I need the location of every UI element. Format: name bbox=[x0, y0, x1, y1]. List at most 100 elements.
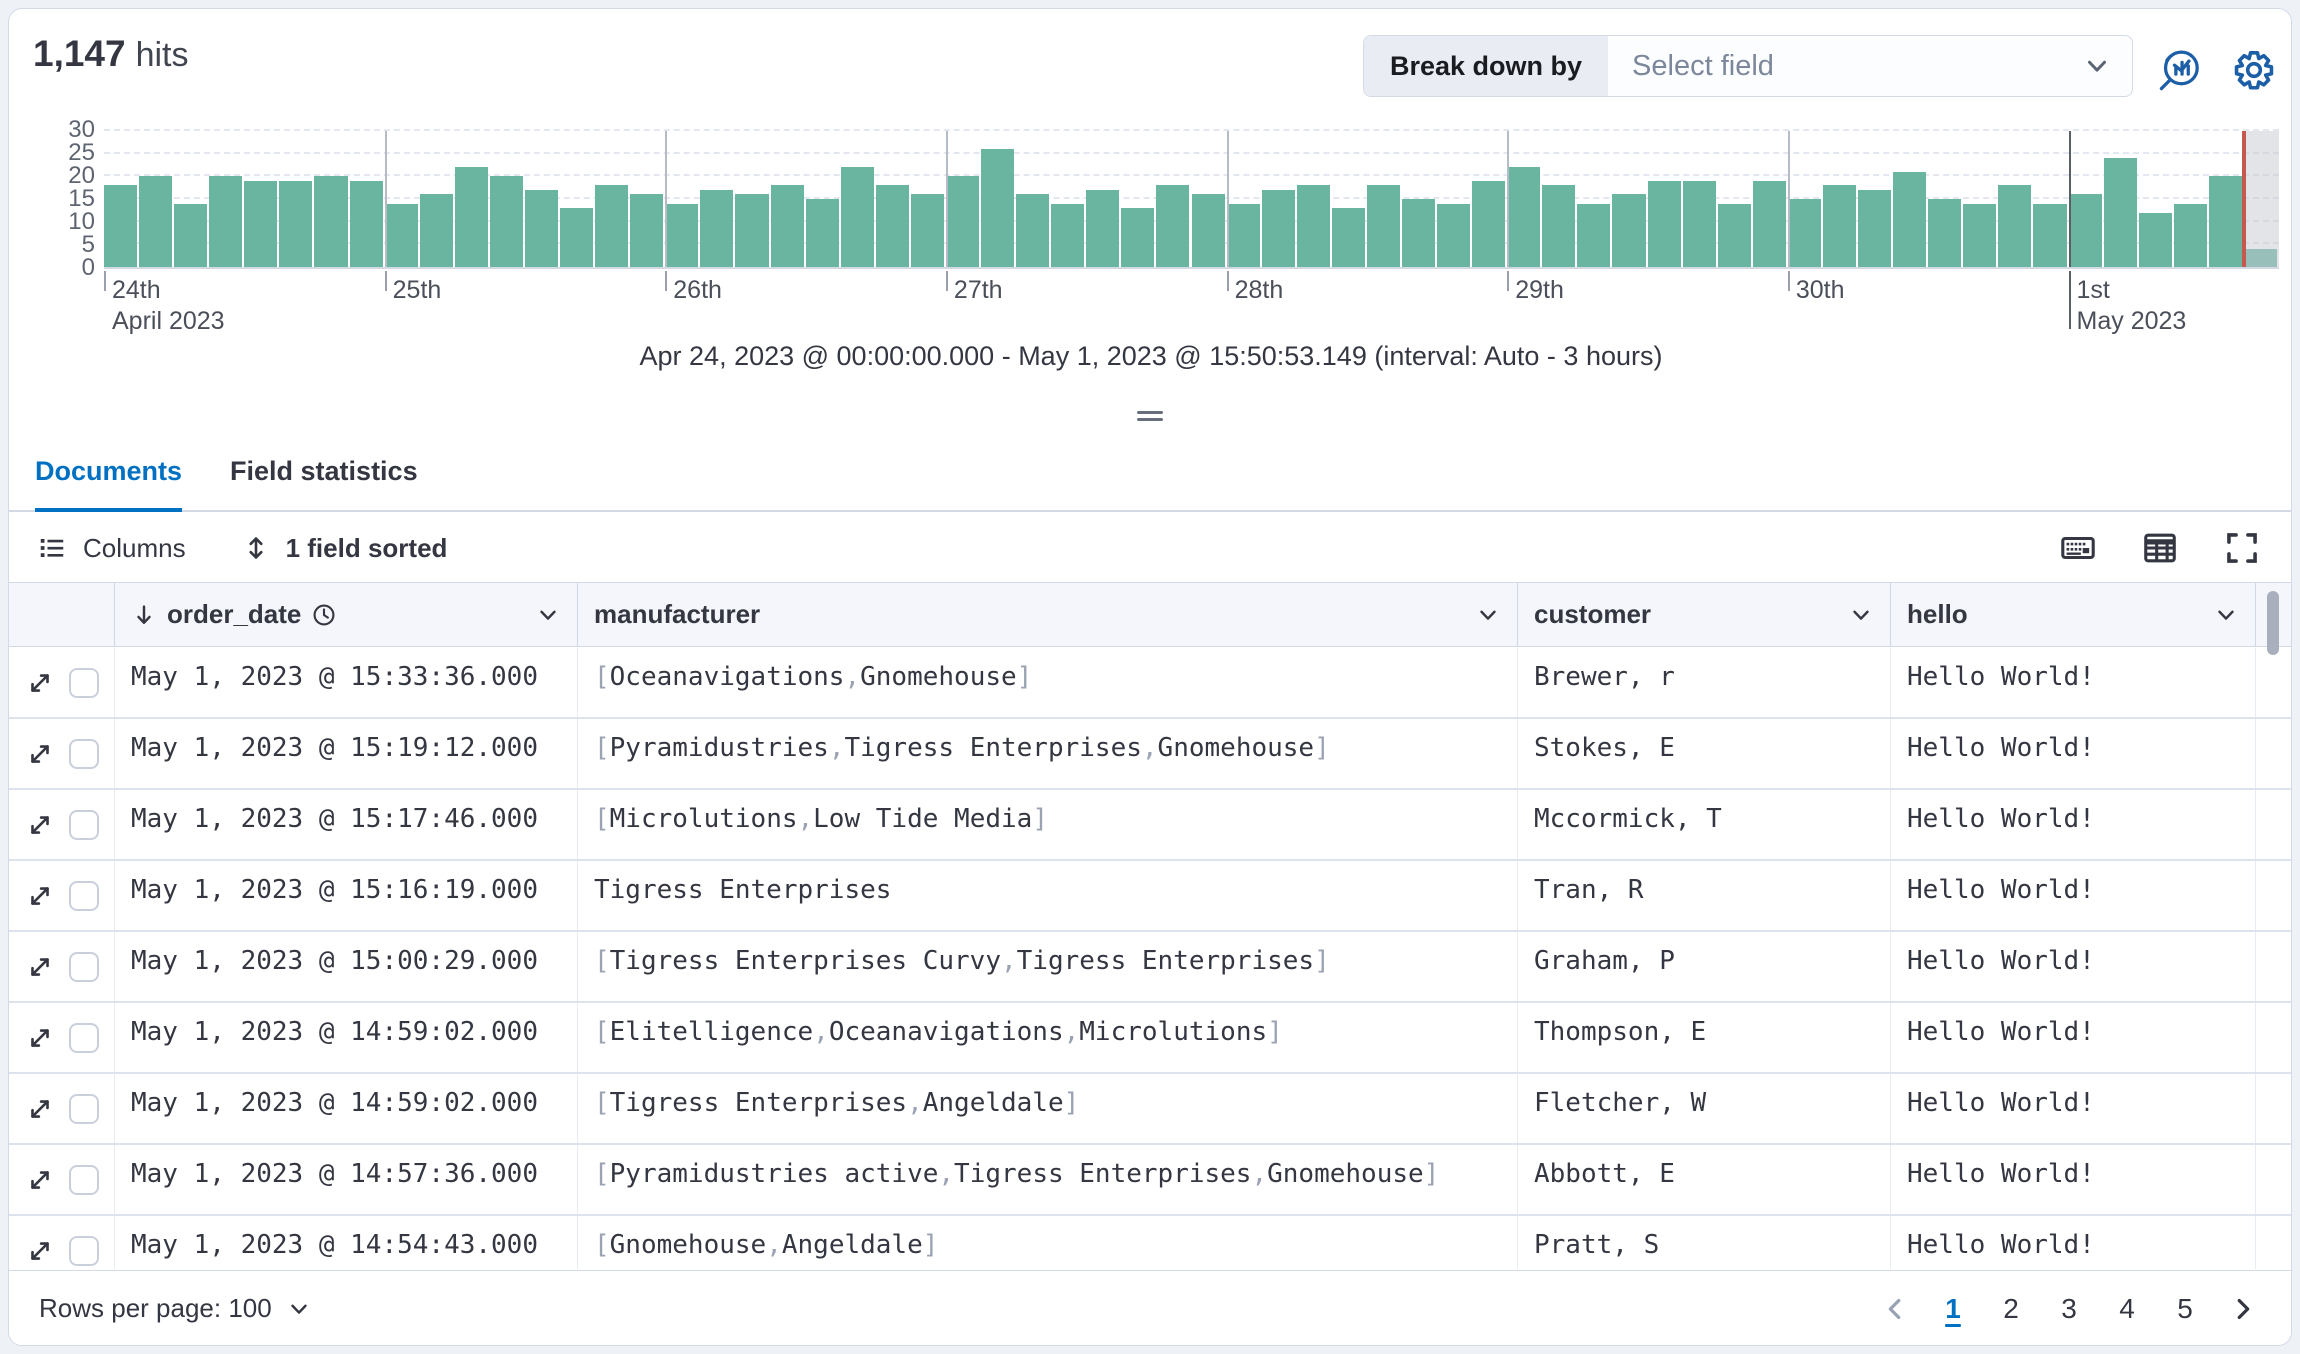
histogram-bar[interactable] bbox=[2103, 158, 2137, 267]
histogram-bar[interactable] bbox=[1612, 194, 1646, 267]
histogram-bar[interactable] bbox=[2033, 203, 2067, 267]
row-checkbox[interactable] bbox=[69, 1235, 99, 1266]
histogram-bar[interactable] bbox=[1016, 194, 1050, 267]
column-header-hello[interactable]: hello bbox=[1891, 583, 2256, 646]
histogram-bar[interactable] bbox=[489, 176, 523, 267]
histogram-bar[interactable] bbox=[1086, 189, 1120, 267]
row-checkbox[interactable] bbox=[69, 809, 99, 840]
histogram-bar[interactable] bbox=[419, 194, 453, 267]
row-checkbox[interactable] bbox=[69, 738, 99, 769]
histogram-bar[interactable] bbox=[735, 194, 769, 267]
expand-document-icon[interactable] bbox=[25, 810, 55, 840]
histogram-bar[interactable] bbox=[104, 185, 138, 267]
breakdown-select[interactable]: Select field bbox=[1632, 49, 1774, 82]
histogram-bar[interactable] bbox=[1717, 203, 1751, 267]
chart-resize-handle[interactable] bbox=[1137, 407, 1163, 425]
histogram-bar[interactable] bbox=[805, 199, 839, 267]
breakdown-control[interactable]: Break down by Select field bbox=[1363, 35, 2133, 97]
sort-fields-button[interactable]: 1 field sorted bbox=[242, 533, 447, 564]
row-checkbox[interactable] bbox=[69, 1093, 99, 1124]
histogram-bar[interactable] bbox=[454, 167, 488, 267]
histogram-bar[interactable] bbox=[279, 180, 313, 267]
histogram-bar[interactable] bbox=[2173, 203, 2207, 267]
histogram-bar[interactable] bbox=[524, 189, 559, 267]
histogram-bar[interactable] bbox=[209, 176, 243, 267]
histogram-bar[interactable] bbox=[2068, 194, 2102, 267]
histogram-bar[interactable] bbox=[1542, 185, 1576, 267]
histogram-bar[interactable] bbox=[1787, 199, 1821, 267]
chevron-down-icon[interactable] bbox=[1475, 602, 1501, 628]
histogram-bar[interactable] bbox=[244, 180, 278, 267]
histogram-bar[interactable] bbox=[1577, 203, 1611, 267]
expand-document-icon[interactable] bbox=[25, 1023, 55, 1053]
histogram-bar[interactable] bbox=[1858, 189, 1892, 267]
histogram-bar[interactable] bbox=[1893, 171, 1927, 267]
fullscreen-icon[interactable] bbox=[2219, 525, 2265, 571]
histogram-bar[interactable] bbox=[1296, 185, 1330, 267]
row-checkbox[interactable] bbox=[69, 1164, 99, 1195]
chevron-down-icon[interactable] bbox=[1848, 602, 1874, 628]
histogram-bar[interactable] bbox=[1226, 203, 1260, 267]
histogram-bar[interactable] bbox=[981, 149, 1015, 267]
histogram-bar[interactable] bbox=[630, 194, 664, 267]
histogram-bar[interactable] bbox=[384, 203, 418, 267]
expand-document-icon[interactable] bbox=[25, 1236, 55, 1266]
histogram-bar[interactable] bbox=[1051, 203, 1085, 267]
histogram-bar[interactable] bbox=[910, 194, 944, 267]
expand-document-icon[interactable] bbox=[25, 739, 55, 769]
histogram-bar[interactable] bbox=[1261, 189, 1295, 267]
row-checkbox[interactable] bbox=[69, 1022, 99, 1053]
histogram-bar[interactable] bbox=[1191, 194, 1225, 267]
histogram-bar[interactable] bbox=[1647, 180, 1681, 267]
keyboard-icon[interactable] bbox=[2055, 525, 2101, 571]
row-checkbox[interactable] bbox=[69, 880, 99, 911]
explore-data-icon[interactable] bbox=[2157, 47, 2203, 93]
histogram-bar[interactable] bbox=[349, 180, 383, 267]
histogram-bar[interactable] bbox=[2208, 176, 2242, 267]
histogram-bar[interactable] bbox=[1822, 185, 1857, 267]
histogram-plot[interactable] bbox=[104, 129, 2279, 269]
histogram-bar[interactable] bbox=[1401, 199, 1436, 267]
page-button-1[interactable]: 1 bbox=[1945, 1292, 1961, 1324]
row-checkbox[interactable] bbox=[69, 951, 99, 982]
histogram-bar[interactable] bbox=[2138, 212, 2172, 267]
histogram-bar[interactable] bbox=[174, 203, 208, 267]
histogram-bar[interactable] bbox=[1998, 185, 2032, 267]
histogram-bar[interactable] bbox=[700, 189, 734, 267]
histogram-bar[interactable] bbox=[1682, 180, 1716, 267]
tab-documents[interactable]: Documents bbox=[35, 436, 183, 512]
histogram-bar[interactable] bbox=[1963, 203, 1997, 267]
expand-document-icon[interactable] bbox=[25, 952, 55, 982]
histogram-bar[interactable] bbox=[1366, 185, 1400, 267]
chevron-down-icon[interactable] bbox=[2213, 602, 2239, 628]
histogram-bar[interactable] bbox=[1121, 208, 1155, 267]
histogram-bar[interactable] bbox=[770, 185, 804, 267]
histogram-bar[interactable] bbox=[314, 176, 348, 267]
expand-document-icon[interactable] bbox=[25, 1094, 55, 1124]
page-button-3[interactable]: 3 bbox=[2061, 1292, 2077, 1324]
expand-document-icon[interactable] bbox=[25, 1165, 55, 1195]
histogram-bar[interactable] bbox=[840, 167, 874, 267]
page-button-4[interactable]: 4 bbox=[2119, 1292, 2135, 1324]
chevron-down-icon[interactable] bbox=[535, 602, 561, 628]
histogram-bar[interactable] bbox=[945, 176, 979, 267]
histogram-bar[interactable] bbox=[1156, 185, 1190, 267]
histogram-bar[interactable] bbox=[665, 203, 699, 267]
gear-icon[interactable] bbox=[2231, 47, 2277, 93]
tab-field-statistics[interactable]: Field statistics bbox=[230, 456, 418, 486]
histogram-bar[interactable] bbox=[875, 185, 909, 267]
row-checkbox[interactable] bbox=[69, 667, 99, 698]
histogram-bar[interactable] bbox=[1331, 208, 1365, 267]
expand-document-icon[interactable] bbox=[25, 881, 55, 911]
histogram-bar[interactable] bbox=[560, 208, 594, 267]
histogram-bar[interactable] bbox=[1752, 180, 1786, 267]
columns-button[interactable]: Columns bbox=[37, 533, 186, 564]
histogram-bar[interactable] bbox=[1437, 203, 1471, 267]
rows-per-page-button[interactable]: Rows per page: 100 bbox=[39, 1293, 312, 1324]
next-page-button[interactable] bbox=[2223, 1287, 2263, 1331]
vertical-scrollbar[interactable] bbox=[2267, 591, 2279, 655]
histogram-bar[interactable] bbox=[1472, 180, 1506, 267]
previous-page-button[interactable] bbox=[1875, 1287, 1915, 1331]
page-button-5[interactable]: 5 bbox=[2177, 1292, 2193, 1324]
histogram-bar[interactable] bbox=[139, 176, 173, 267]
